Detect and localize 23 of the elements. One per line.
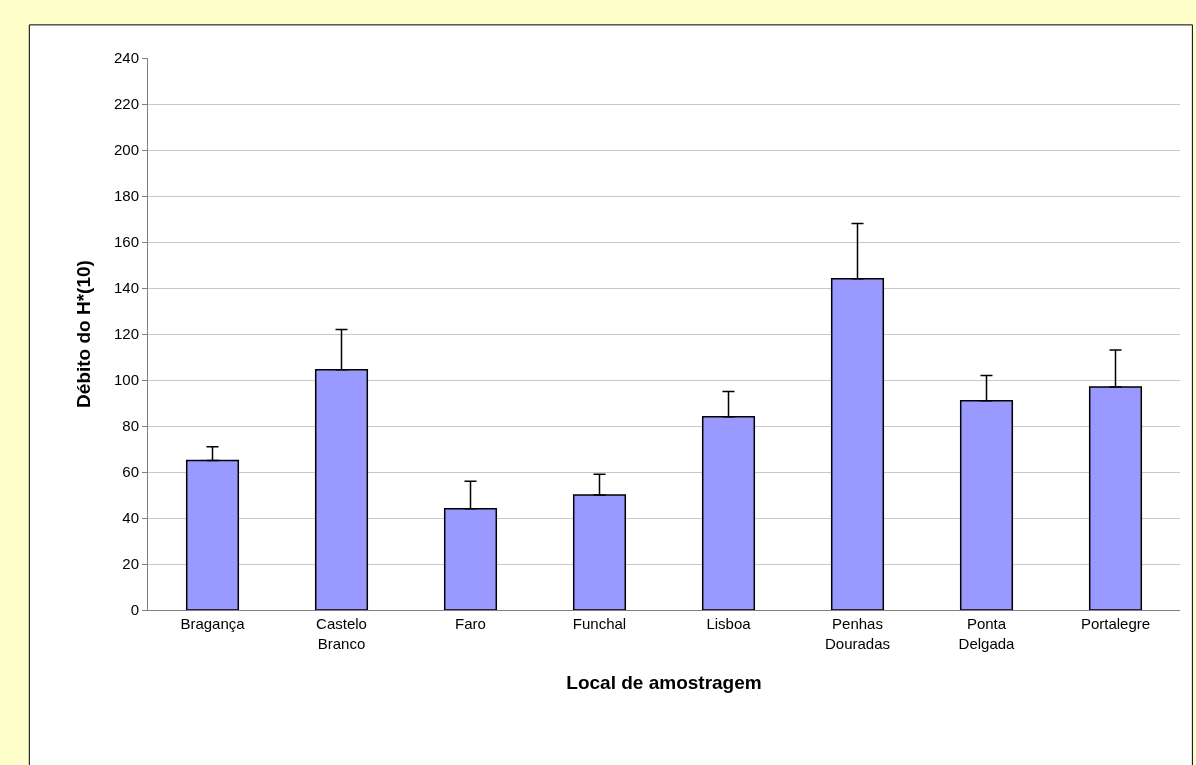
x-tick-label: Bragança [180, 615, 246, 632]
x-tick-label: Lisboa [706, 615, 752, 632]
y-tick-label: 180 [113, 187, 139, 205]
x-tick-label: Portalegre [1080, 615, 1151, 632]
y-tick-label: 200 [113, 141, 139, 159]
x-tick-label: Faro [455, 615, 486, 632]
y-tick-label: 80 [122, 417, 139, 435]
y-tick-label: 40 [122, 509, 139, 527]
y-tick-label: 20 [122, 555, 139, 573]
x-tick-label: Funchal [572, 615, 627, 632]
x-tick-label: Ponta Delgada [958, 615, 1016, 652]
y-tick-label: 0 [130, 601, 139, 619]
x-axis-title: Local de amostragem [566, 672, 762, 694]
y-tick-label: 140 [113, 279, 139, 297]
x-tick-label: Castelo Branco [316, 615, 367, 652]
y-tick-label: 160 [113, 233, 139, 251]
y-tick-label: 240 [113, 49, 139, 67]
y-tick-label: 100 [113, 371, 139, 389]
x-tick-label: Penhas Douradas [824, 615, 891, 652]
y-axis-title: Débito do H*(10) [72, 260, 94, 408]
y-tick-label: 60 [122, 463, 139, 481]
y-tick-label: 120 [113, 325, 139, 343]
y-tick-label: 220 [113, 95, 139, 113]
